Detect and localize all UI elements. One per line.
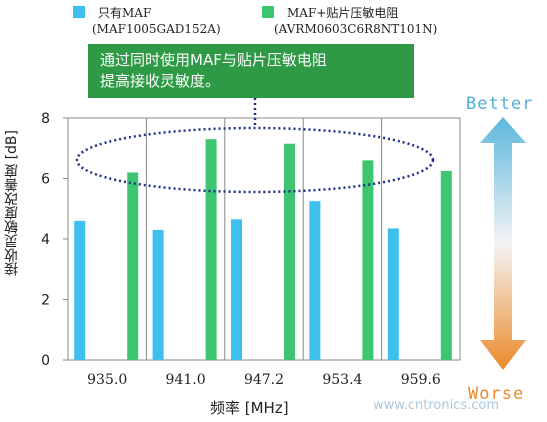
bar-maf-only bbox=[387, 228, 399, 360]
legend-swatch-maf-varistor bbox=[262, 6, 274, 18]
bar-maf-varistor bbox=[205, 139, 217, 360]
x-axis-label: 频率 [MHz] bbox=[210, 399, 289, 417]
legend-label-maf-varistor: MAF+贴片压敏电阻 bbox=[287, 6, 399, 20]
x-tick-label: 941.0 bbox=[166, 372, 206, 388]
y-tick-label: 4 bbox=[41, 232, 50, 248]
better-worse-arrow bbox=[480, 117, 526, 370]
y-tick-label: 0 bbox=[41, 353, 50, 369]
y-tick-label: 6 bbox=[41, 172, 50, 188]
bar-maf-only bbox=[74, 220, 86, 360]
x-tick-label: 947.2 bbox=[244, 372, 284, 388]
x-tick-label: 935.0 bbox=[87, 372, 127, 388]
better-label: Better bbox=[466, 94, 534, 114]
bar-maf-only bbox=[309, 201, 321, 360]
grid-lines bbox=[63, 117, 461, 361]
bar-maf-varistor bbox=[362, 160, 374, 360]
legend-part-maf-varistor: (AVRM0603C6R8NT101N) bbox=[274, 22, 438, 36]
bar-maf-varistor bbox=[127, 172, 139, 360]
plot-frame bbox=[67, 117, 461, 361]
callout-box: 通过同时使用MAF与贴片压敏电阻 提高接收灵敏度。 bbox=[88, 44, 414, 98]
y-axis-label: 接收灵敏度改善度 [dB] bbox=[4, 130, 20, 276]
x-tick-label: 959.6 bbox=[401, 372, 441, 388]
highlight-ellipse bbox=[75, 126, 435, 194]
legend-swatch-maf-only bbox=[73, 6, 85, 18]
bar-maf-varistor bbox=[284, 143, 295, 360]
x-tick-label: 953.4 bbox=[322, 372, 362, 388]
legend-part-maf-only: (MAF1005GAD152A) bbox=[92, 22, 221, 36]
callout-line-2: 提高接收灵敏度。 bbox=[100, 72, 221, 90]
tick-labels: 0 2 4 6 8 935.0 941.0 947.2 953.4 959.6 bbox=[41, 111, 441, 388]
worse-label: Worse bbox=[468, 384, 525, 404]
callout-line-1: 通过同时使用MAF与贴片压敏电阻 bbox=[100, 51, 327, 69]
bar-maf-only bbox=[152, 229, 164, 360]
y-tick-label: 8 bbox=[41, 111, 50, 127]
legend-label-maf-only: 只有MAF bbox=[98, 6, 152, 20]
watermark: www.cntronics.com bbox=[373, 398, 500, 413]
bars bbox=[74, 139, 452, 360]
bar-maf-varistor bbox=[440, 170, 452, 360]
bar-maf-only bbox=[231, 219, 242, 360]
y-tick-label: 2 bbox=[41, 293, 50, 309]
